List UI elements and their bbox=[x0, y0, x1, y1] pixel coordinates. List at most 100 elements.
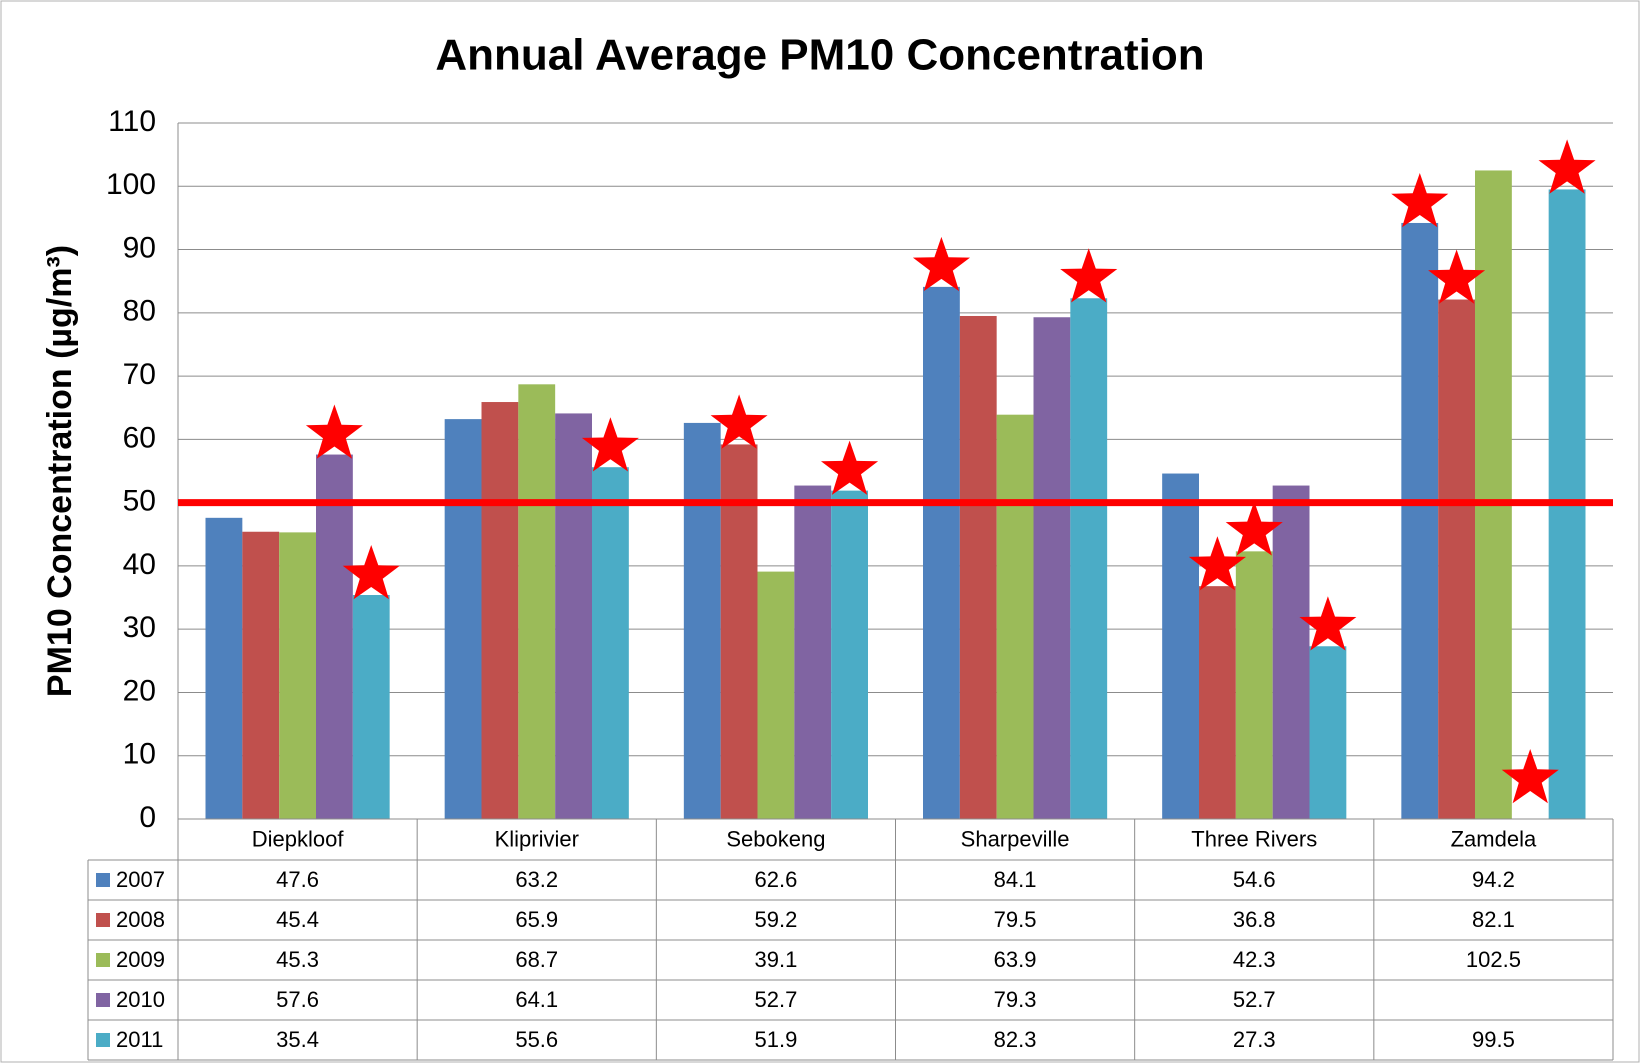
x-tick-label: Diepkloof bbox=[252, 826, 345, 851]
table-value: 55.6 bbox=[515, 1027, 558, 1052]
table-value: 35.4 bbox=[276, 1027, 319, 1052]
table-value: 42.3 bbox=[1233, 947, 1276, 972]
bar bbox=[1309, 646, 1347, 819]
bar bbox=[315, 454, 353, 819]
chart-title: Annual Average PM10 Concentration bbox=[435, 31, 1204, 80]
table-value: 45.4 bbox=[276, 907, 319, 932]
table-value: 27.3 bbox=[1233, 1027, 1276, 1052]
legend-label: 2010 bbox=[116, 987, 165, 1012]
table-value: 82.1 bbox=[1472, 907, 1515, 932]
y-tick-label: 110 bbox=[108, 105, 156, 138]
bar bbox=[959, 315, 997, 819]
y-tick-label: 20 bbox=[123, 674, 156, 707]
bar bbox=[1070, 298, 1108, 819]
bar bbox=[1235, 551, 1273, 819]
bar bbox=[757, 571, 795, 819]
star bbox=[912, 236, 970, 292]
legend-label: 2009 bbox=[116, 947, 165, 972]
x-tick-label: Sebokeng bbox=[726, 826, 825, 851]
bar bbox=[996, 414, 1034, 819]
table-value: 84.1 bbox=[994, 867, 1037, 892]
table-value: 52.7 bbox=[755, 987, 798, 1012]
star bbox=[305, 404, 363, 459]
bar bbox=[555, 413, 592, 819]
bar bbox=[794, 485, 832, 819]
table-value: 39.1 bbox=[755, 947, 798, 972]
y-tick-label: 30 bbox=[123, 611, 156, 644]
bar bbox=[923, 286, 960, 820]
table-value: 79.3 bbox=[994, 987, 1037, 1012]
legend-swatch bbox=[96, 993, 110, 1007]
legend-swatch bbox=[96, 953, 110, 967]
bar bbox=[352, 595, 390, 819]
table-value: 79.5 bbox=[994, 907, 1037, 932]
bar bbox=[444, 419, 482, 819]
star bbox=[581, 417, 639, 472]
bar bbox=[591, 467, 629, 819]
legend-label: 2007 bbox=[116, 867, 165, 892]
table-value: 65.9 bbox=[515, 907, 558, 932]
star bbox=[342, 545, 400, 600]
table-value: 94.2 bbox=[1472, 867, 1515, 892]
table-value: 54.6 bbox=[1233, 867, 1276, 892]
table-value: 45.3 bbox=[276, 947, 319, 972]
star bbox=[1428, 249, 1486, 304]
bar bbox=[242, 531, 280, 819]
table-value: 57.6 bbox=[276, 987, 319, 1012]
bar bbox=[1272, 485, 1310, 819]
table-value: 99.5 bbox=[1472, 1027, 1515, 1052]
table-value: 62.6 bbox=[755, 867, 798, 892]
y-tick-label: 80 bbox=[123, 295, 156, 328]
table-value: 82.3 bbox=[994, 1027, 1037, 1052]
y-tick-label: 60 bbox=[123, 421, 156, 454]
bar bbox=[1162, 473, 1200, 819]
bar bbox=[1438, 299, 1476, 820]
bar bbox=[1033, 317, 1071, 819]
table-value: 63.9 bbox=[994, 947, 1037, 972]
star bbox=[1299, 596, 1357, 651]
x-tick-label: Zamdela bbox=[1451, 826, 1537, 851]
legend-swatch bbox=[96, 873, 110, 887]
bar bbox=[720, 444, 758, 819]
x-tick-label: Kliprivier bbox=[495, 826, 579, 851]
y-tick-label: 40 bbox=[123, 548, 156, 581]
legend-label: 2008 bbox=[116, 907, 165, 932]
y-tick-label: 10 bbox=[123, 738, 156, 771]
bar bbox=[205, 517, 243, 819]
star bbox=[710, 394, 768, 449]
table-value: 102.5 bbox=[1466, 947, 1521, 972]
star bbox=[1501, 749, 1559, 804]
bar bbox=[279, 532, 316, 819]
table-value: 63.2 bbox=[515, 867, 558, 892]
y-axis-label: PM10 Concentration (µg/m³) bbox=[41, 245, 79, 697]
bar bbox=[1475, 170, 1512, 820]
table-value: 68.7 bbox=[515, 947, 558, 972]
y-tick-label: 90 bbox=[123, 231, 156, 264]
legend-swatch bbox=[96, 913, 110, 927]
y-tick-label: 100 bbox=[106, 168, 156, 201]
table-value: 59.2 bbox=[755, 907, 798, 932]
table-value: 51.9 bbox=[755, 1027, 798, 1052]
star bbox=[1060, 248, 1118, 303]
star bbox=[821, 440, 879, 495]
x-tick-label: Three Rivers bbox=[1191, 826, 1317, 851]
bar bbox=[1199, 586, 1236, 819]
table-value: 52.7 bbox=[1233, 987, 1276, 1012]
y-tick-label: 0 bbox=[139, 801, 156, 834]
bar bbox=[1401, 222, 1439, 820]
star bbox=[1538, 139, 1596, 194]
legend-label: 2011 bbox=[116, 1027, 163, 1052]
star bbox=[1188, 536, 1246, 591]
table-value: 64.1 bbox=[515, 987, 558, 1012]
bar bbox=[518, 384, 556, 819]
table-value: 36.8 bbox=[1233, 907, 1276, 932]
bar bbox=[481, 402, 519, 819]
star bbox=[1391, 173, 1449, 228]
bar bbox=[683, 422, 721, 819]
y-tick-label: 50 bbox=[123, 485, 156, 518]
bar bbox=[831, 490, 868, 819]
legend-swatch bbox=[96, 1033, 110, 1047]
table-value: 47.6 bbox=[276, 867, 319, 892]
star bbox=[1225, 501, 1283, 556]
